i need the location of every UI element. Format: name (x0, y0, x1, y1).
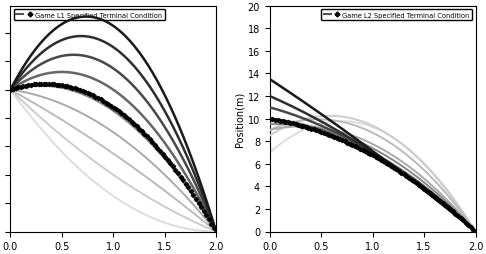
Legend: Game L2 Specified Terminal Condition: Game L2 Specified Terminal Condition (321, 10, 472, 21)
Y-axis label: Position(m): Position(m) (235, 92, 245, 147)
Legend: Game L1 Specified Terminal Condition: Game L1 Specified Terminal Condition (14, 10, 165, 21)
